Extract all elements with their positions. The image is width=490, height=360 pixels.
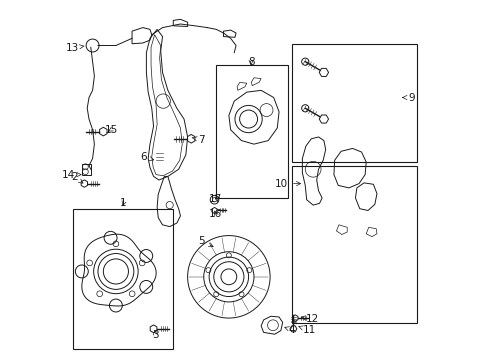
Text: 10: 10 bbox=[275, 179, 301, 189]
Text: 14: 14 bbox=[61, 170, 81, 180]
Text: 17: 17 bbox=[209, 194, 222, 204]
Text: 3: 3 bbox=[152, 330, 159, 340]
Text: 1: 1 bbox=[120, 198, 126, 208]
Text: 7: 7 bbox=[193, 135, 205, 145]
Text: 13: 13 bbox=[65, 43, 84, 53]
Text: 15: 15 bbox=[104, 125, 118, 135]
Text: 16: 16 bbox=[209, 209, 222, 219]
Bar bbox=[216, 65, 288, 198]
Text: 8: 8 bbox=[248, 57, 254, 67]
Text: 6: 6 bbox=[140, 152, 154, 162]
Bar bbox=[73, 209, 173, 348]
Text: 2: 2 bbox=[71, 172, 83, 183]
Text: 9: 9 bbox=[402, 93, 415, 103]
Bar bbox=[292, 44, 417, 162]
Text: 11: 11 bbox=[299, 325, 316, 335]
Text: 12: 12 bbox=[301, 314, 319, 324]
Bar bbox=[292, 166, 417, 323]
Text: 5: 5 bbox=[198, 236, 213, 247]
Text: 4: 4 bbox=[285, 325, 295, 335]
